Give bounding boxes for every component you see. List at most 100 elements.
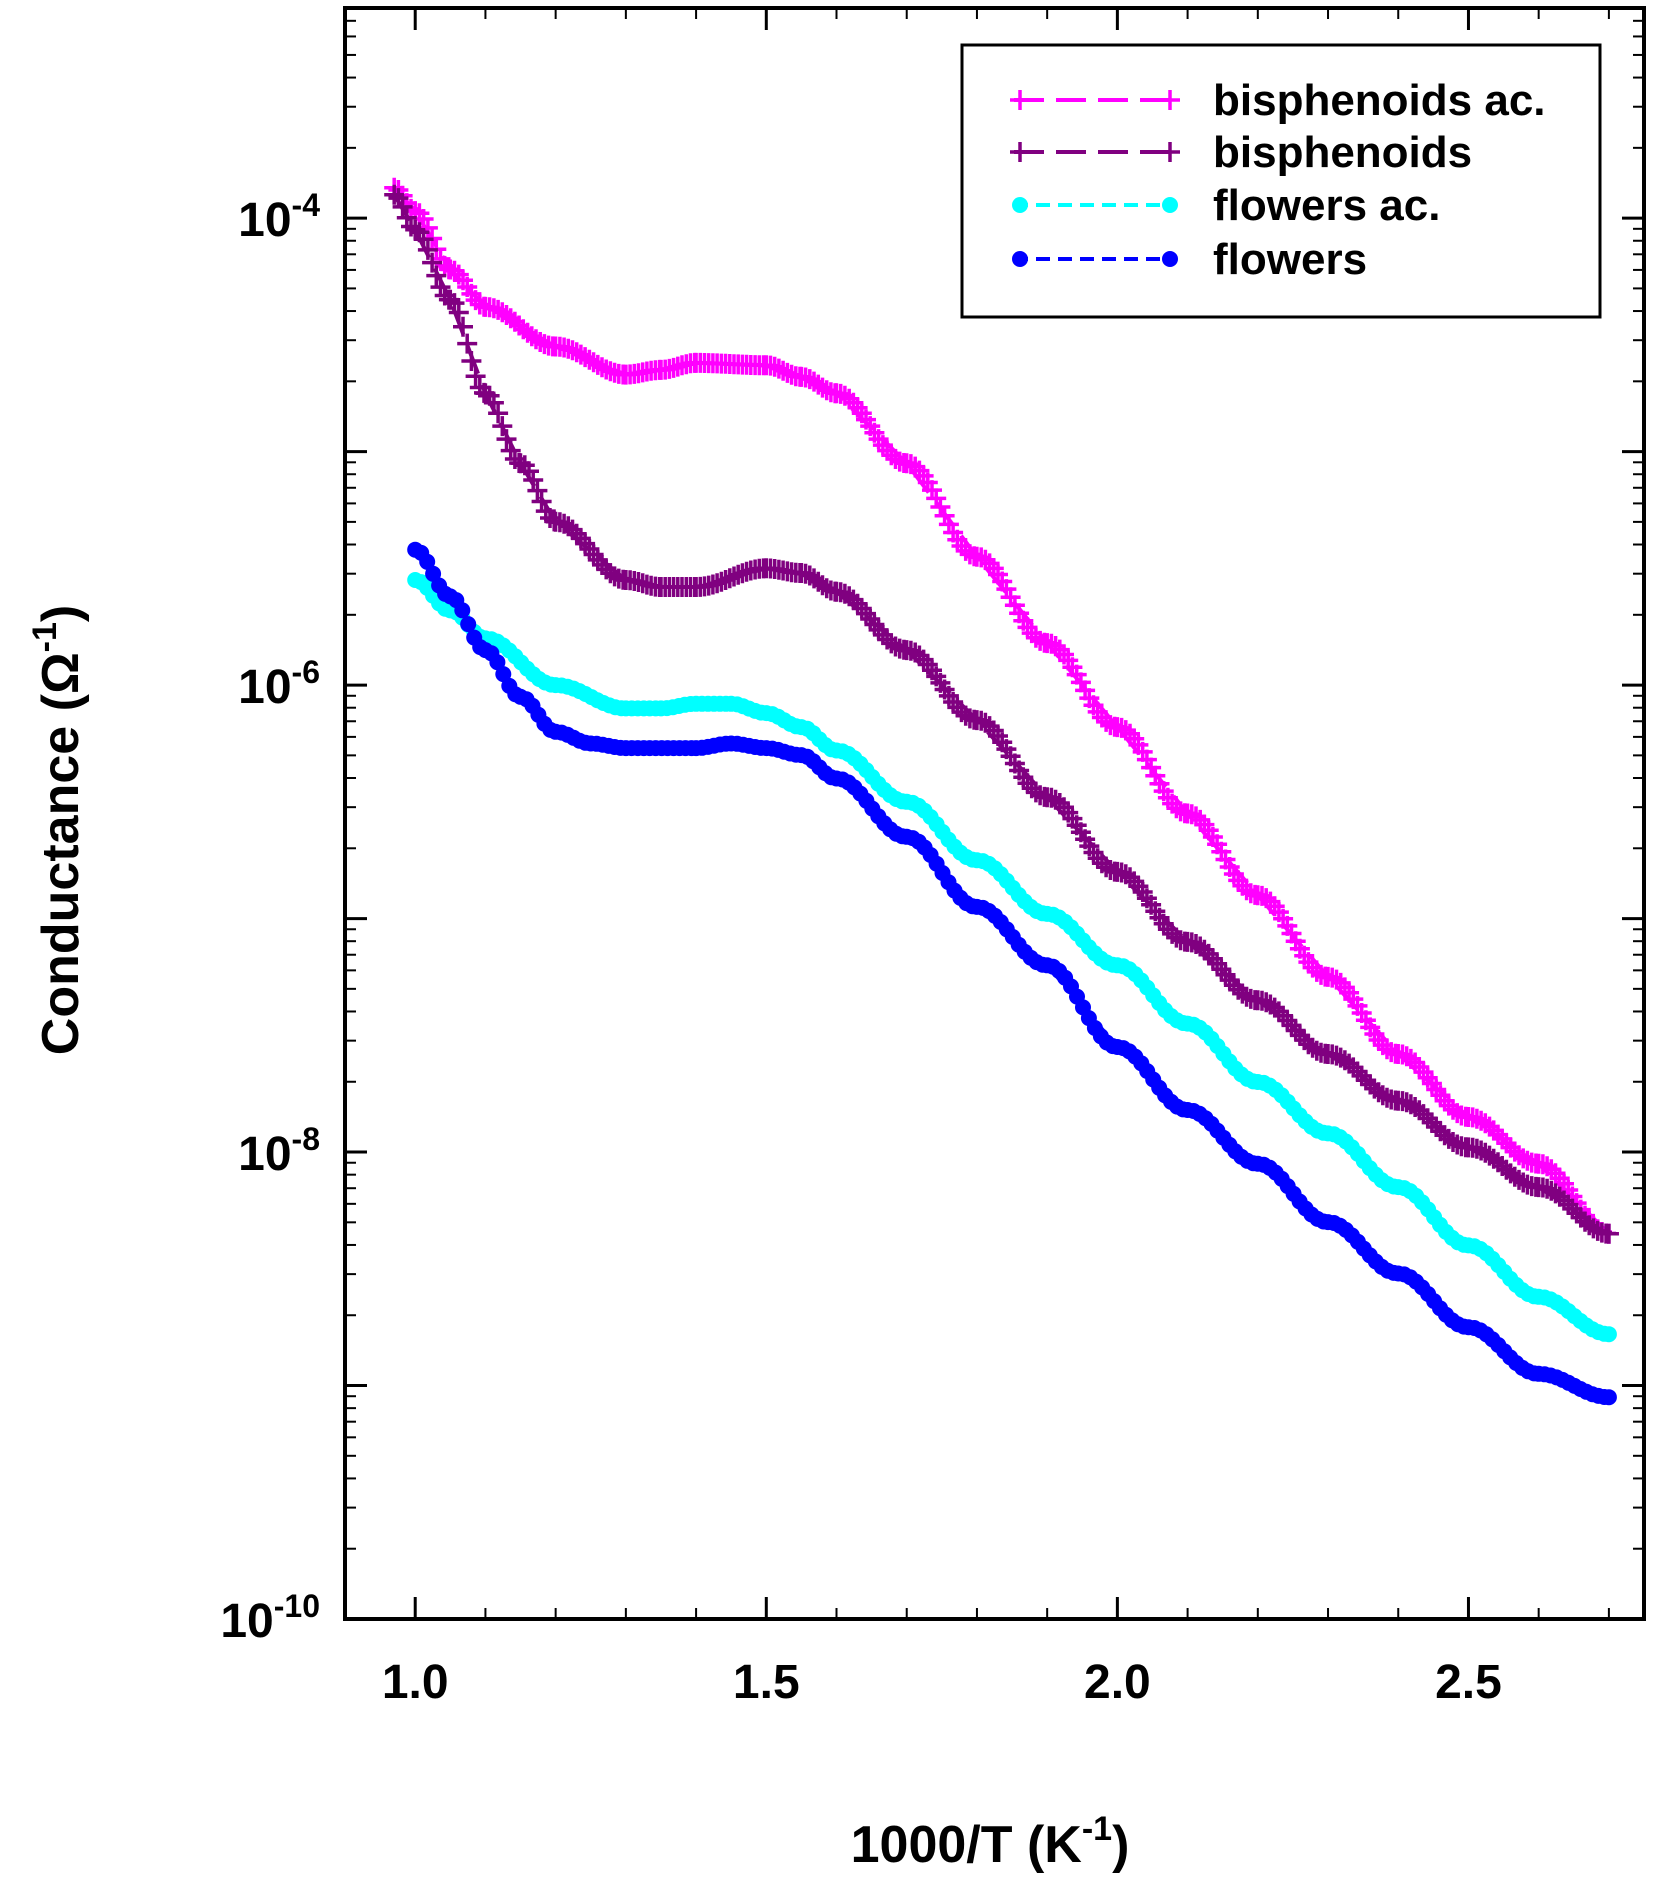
data-point <box>1289 1025 1310 1046</box>
data-point <box>1351 1065 1372 1086</box>
data-point <box>1598 1223 1619 1244</box>
legend-marker <box>1012 251 1028 267</box>
legend-marker <box>1162 251 1178 267</box>
data-point <box>419 553 436 570</box>
data-point <box>1190 809 1211 830</box>
data-point <box>1483 1120 1504 1141</box>
legend-marker <box>1160 90 1180 110</box>
data-point <box>384 184 405 205</box>
legend-box <box>960 43 1602 319</box>
data-point <box>396 207 417 228</box>
data-point <box>926 488 947 509</box>
data-point <box>392 196 413 217</box>
data-point <box>453 316 473 337</box>
data-point <box>1096 857 1117 878</box>
x-tick-labels: 1.0 1.5 2.0 2.5 <box>382 1656 1502 1709</box>
data-point <box>523 470 544 490</box>
data-point <box>531 491 552 512</box>
data-point <box>1513 1172 1534 1193</box>
major-ticks <box>345 8 1644 1621</box>
data-point <box>1260 891 1281 912</box>
data-point <box>489 654 506 671</box>
data-point <box>1049 639 1070 660</box>
data-point <box>768 358 789 379</box>
data-point <box>1600 1389 1617 1406</box>
series-bisphenoids-ac- <box>384 177 1619 1244</box>
data-point <box>426 265 447 286</box>
data-point <box>1417 1108 1438 1129</box>
data-point <box>417 239 438 260</box>
y-tick-label: 10-6 <box>238 654 320 714</box>
data-point <box>1025 782 1046 803</box>
legend-label: flowers <box>1213 235 1367 284</box>
data-point <box>830 383 851 404</box>
data-point <box>492 416 513 437</box>
series-bisphenoids <box>384 184 1619 1244</box>
series-layer <box>384 177 1619 1406</box>
legend-entry: bisphenoids ac. <box>1010 76 1546 125</box>
data-point <box>448 302 469 323</box>
data-point <box>488 403 509 424</box>
data-point <box>913 649 934 670</box>
data-point <box>461 351 482 371</box>
data-point <box>417 217 438 238</box>
x-axis-title: 1000/T (K-1) <box>851 1810 1130 1874</box>
data-point <box>1285 1020 1306 1041</box>
legend-entry: flowers ac. <box>1012 181 1440 230</box>
data-point <box>1517 1150 1538 1171</box>
data-point <box>604 566 625 587</box>
x-tick-label: 1.0 <box>382 1656 449 1709</box>
series-line <box>413 548 1610 1400</box>
x-tick-label: 2.0 <box>1084 1656 1151 1709</box>
data-point <box>457 333 478 354</box>
data-point <box>1194 939 1215 960</box>
data-point <box>444 260 465 281</box>
legend-marker <box>1010 142 1030 162</box>
x-tick-label: 2.5 <box>1435 1656 1502 1709</box>
x-tick-label: 1.5 <box>733 1656 800 1709</box>
legend-marker <box>1010 90 1030 110</box>
data-point <box>413 229 434 250</box>
data-point <box>527 480 548 501</box>
data-point <box>1513 1148 1534 1169</box>
data-point <box>1600 1326 1617 1343</box>
data-point <box>1421 1112 1442 1133</box>
legend-entry: flowers <box>1012 235 1367 284</box>
y-tick-label: 10-10 <box>220 1588 320 1648</box>
y-tick-label: 10-4 <box>238 187 320 247</box>
data-point <box>454 602 471 619</box>
data-point <box>440 289 461 310</box>
legend-marker <box>1160 142 1180 162</box>
data-point <box>1096 711 1117 732</box>
data-point <box>483 392 504 413</box>
plot-frame <box>343 6 1646 1621</box>
data-point <box>900 640 921 661</box>
data-point <box>413 209 434 229</box>
series-flowers-ac- <box>407 572 1617 1343</box>
data-point <box>1583 1218 1604 1239</box>
data-point <box>934 505 955 526</box>
series-flowers <box>407 541 1617 1406</box>
data-point <box>460 616 477 633</box>
data-point <box>444 293 465 314</box>
data-point <box>1447 1103 1468 1124</box>
data-point <box>475 383 496 404</box>
y-tick-label: 10-8 <box>238 1121 320 1181</box>
data-point <box>495 666 512 683</box>
y-tick-labels: 10-4 10-6 10-8 10-10 <box>220 187 320 1648</box>
data-point <box>388 188 409 209</box>
legend-marker <box>1162 197 1178 213</box>
data-point <box>930 497 951 517</box>
data-point <box>519 461 539 482</box>
y-axis-title: Conductance (Ω-1) <box>26 605 90 1055</box>
legend-label: bisphenoids ac. <box>1213 76 1546 125</box>
data-point <box>1124 871 1145 892</box>
legend-marker <box>1012 197 1028 213</box>
legend-label: flowers ac. <box>1213 181 1440 230</box>
legend-entry: bisphenoids <box>1010 128 1472 177</box>
data-point <box>496 429 517 450</box>
data-point <box>422 252 443 273</box>
data-point <box>773 360 794 381</box>
